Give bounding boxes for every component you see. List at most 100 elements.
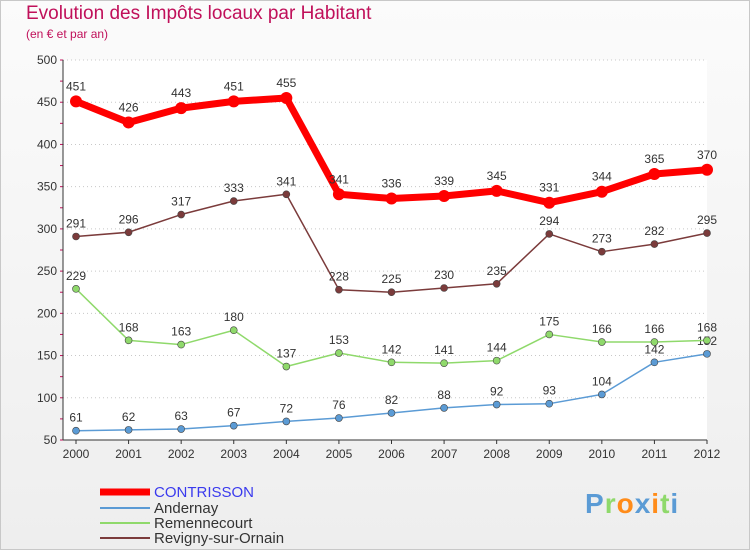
x-tick-label: 2003 bbox=[220, 447, 247, 461]
legend-label: CONTRISSON bbox=[154, 484, 254, 501]
data-label: 455 bbox=[276, 76, 296, 90]
x-tick-label: 2009 bbox=[536, 447, 563, 461]
data-label: 296 bbox=[119, 212, 139, 226]
data-label: 93 bbox=[543, 384, 557, 398]
data-point bbox=[545, 230, 554, 238]
data-point bbox=[124, 336, 133, 345]
data-label: 426 bbox=[119, 100, 139, 114]
data-point bbox=[703, 350, 711, 358]
data-label: 294 bbox=[539, 214, 559, 228]
chart-title: Evolution des Impôts locaux par Habitant bbox=[26, 3, 372, 24]
x-tick-label: 2007 bbox=[431, 447, 458, 461]
data-point bbox=[227, 95, 240, 108]
logo-letter: P bbox=[585, 488, 605, 519]
data-point bbox=[440, 284, 448, 292]
y-tick-label: 100 bbox=[37, 391, 57, 405]
data-point bbox=[177, 210, 185, 219]
y-tick-label: 500 bbox=[37, 53, 57, 67]
logo-letter: i bbox=[651, 488, 661, 519]
data-label: 282 bbox=[644, 224, 664, 238]
data-point bbox=[335, 285, 343, 294]
data-label: 295 bbox=[697, 213, 717, 227]
data-point bbox=[229, 197, 238, 205]
data-label: 67 bbox=[227, 406, 241, 420]
logo-letter: r bbox=[604, 488, 617, 519]
data-label: 61 bbox=[69, 411, 83, 425]
data-label: 317 bbox=[171, 195, 191, 209]
data-point bbox=[492, 279, 501, 288]
data-point bbox=[177, 340, 185, 349]
data-label: 336 bbox=[381, 176, 401, 190]
data-label: 76 bbox=[332, 398, 346, 412]
x-tick-label: 2002 bbox=[168, 447, 195, 461]
data-label: 365 bbox=[644, 152, 664, 166]
data-label: 180 bbox=[224, 310, 244, 324]
data-point bbox=[335, 349, 343, 357]
data-point bbox=[438, 189, 451, 202]
logo-letter: t bbox=[660, 488, 671, 519]
data-point bbox=[492, 356, 501, 365]
data-point bbox=[650, 358, 659, 367]
data-label: 273 bbox=[592, 232, 612, 246]
data-label: 166 bbox=[644, 322, 664, 336]
data-label: 229 bbox=[66, 269, 86, 283]
data-point bbox=[387, 288, 396, 297]
data-point bbox=[490, 184, 503, 197]
data-label: 142 bbox=[381, 342, 401, 356]
logo-letter: x bbox=[634, 488, 652, 519]
data-point bbox=[595, 185, 608, 198]
data-label: 333 bbox=[224, 181, 244, 195]
data-point bbox=[492, 400, 501, 409]
data-label: 92 bbox=[490, 385, 504, 399]
data-label: 166 bbox=[592, 322, 612, 336]
data-point bbox=[543, 196, 556, 209]
y-tick-label: 350 bbox=[37, 180, 57, 194]
data-point bbox=[387, 409, 396, 417]
data-label: 331 bbox=[539, 181, 559, 195]
data-point bbox=[280, 92, 293, 104]
data-label: 62 bbox=[122, 410, 136, 424]
data-point bbox=[332, 188, 345, 201]
data-point bbox=[440, 359, 448, 367]
data-label: 345 bbox=[487, 169, 507, 183]
data-label: 341 bbox=[276, 174, 296, 188]
legend-label: Revigny-sur-Ornain bbox=[154, 530, 284, 547]
data-point bbox=[282, 190, 291, 199]
y-tick-label: 200 bbox=[37, 306, 57, 320]
data-point bbox=[72, 232, 80, 241]
data-label: 168 bbox=[119, 320, 139, 334]
data-label: 341 bbox=[329, 172, 349, 186]
data-point bbox=[387, 358, 396, 367]
data-point bbox=[282, 362, 291, 371]
data-label: 142 bbox=[644, 342, 664, 356]
data-label: 141 bbox=[434, 343, 454, 357]
data-point bbox=[545, 399, 554, 408]
x-tick-label: 2000 bbox=[63, 447, 90, 461]
data-point bbox=[70, 95, 82, 108]
x-tick-label: 2004 bbox=[273, 447, 300, 461]
logo-letter: i bbox=[670, 488, 680, 519]
data-label: 153 bbox=[329, 333, 349, 347]
data-point bbox=[701, 163, 713, 176]
data-label: 451 bbox=[66, 79, 86, 93]
data-label: 137 bbox=[276, 347, 296, 361]
x-tick-label: 2010 bbox=[588, 447, 615, 461]
data-point bbox=[648, 168, 661, 180]
data-label: 228 bbox=[329, 270, 349, 284]
data-label: 370 bbox=[697, 148, 717, 162]
x-tick-label: 2006 bbox=[378, 447, 405, 461]
data-label: 443 bbox=[171, 86, 191, 100]
data-label: 339 bbox=[434, 174, 454, 188]
y-tick-label: 450 bbox=[37, 95, 57, 109]
data-point bbox=[282, 417, 291, 426]
data-label: 88 bbox=[437, 388, 451, 402]
x-tick-label: 2008 bbox=[483, 447, 510, 461]
data-point bbox=[229, 421, 238, 430]
y-tick-label: 50 bbox=[44, 433, 58, 447]
data-label: 291 bbox=[66, 216, 86, 230]
data-point bbox=[335, 414, 343, 422]
data-point bbox=[650, 338, 659, 346]
data-label: 344 bbox=[592, 170, 612, 184]
x-tick-label: 2011 bbox=[642, 447, 668, 461]
